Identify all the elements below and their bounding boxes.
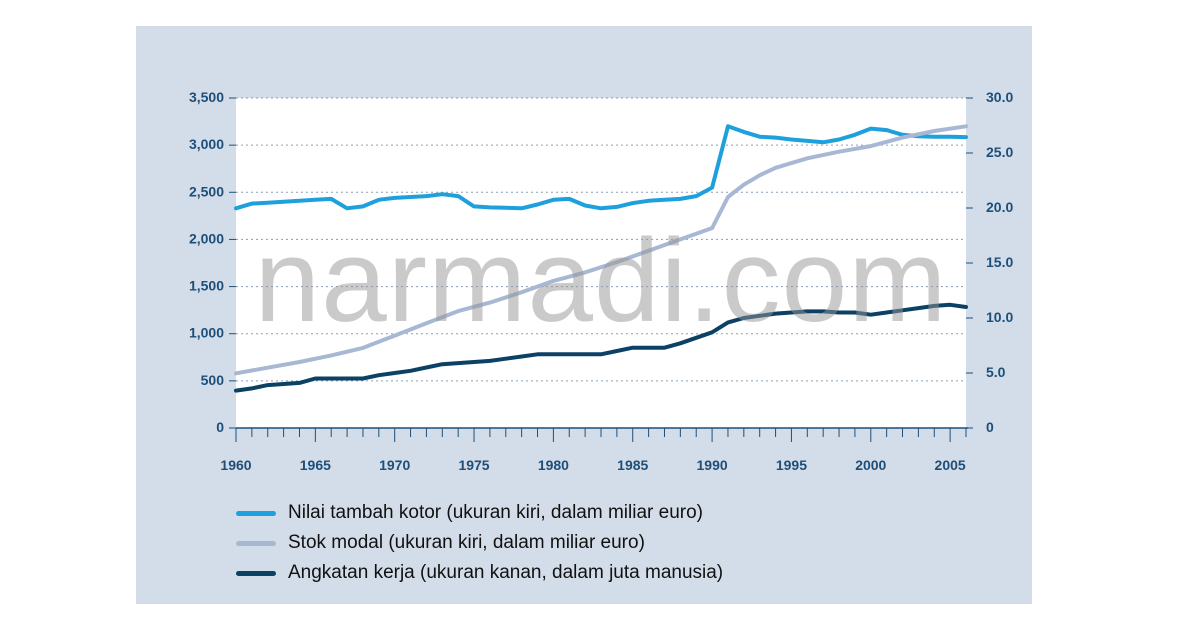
- left-axis-ticks: 0 500 1,000 1,500 2,000 2,500 3,000 3,500: [189, 89, 236, 435]
- left-tick-label: 500: [201, 372, 225, 388]
- x-tick-label: 1960: [220, 457, 251, 473]
- series-lines: [234, 124, 968, 393]
- x-tick-label: 1985: [617, 457, 648, 473]
- plot-area: [236, 98, 966, 428]
- right-axis-ticks: 0 5.0 10.0 15.0 20.0 25.0 30.0: [966, 89, 1013, 435]
- right-tick-label: 25.0: [986, 144, 1013, 160]
- legend-item-capital-stock: Stok modal (ukuran kiri, dalam miliar eu…: [236, 528, 723, 558]
- x-tick-label: 1990: [697, 457, 728, 473]
- legend-item-gross-value-added: Nilai tambah kotor (ukuran kiri, dalam m…: [236, 498, 723, 528]
- right-tick-label: 10.0: [986, 309, 1013, 325]
- legend-label-capital-stock: Stok modal (ukuran kiri, dalam miliar eu…: [288, 532, 645, 553]
- series-line-labor-force: [234, 302, 968, 393]
- gridlines: [236, 97, 966, 382]
- x-tick-label: 1965: [300, 457, 331, 473]
- right-tick-label: 5.0: [986, 364, 1006, 380]
- series-line-gross-value-added: [234, 124, 968, 211]
- left-tick-label: 2,000: [189, 230, 224, 246]
- x-tick-label: 1995: [776, 457, 807, 473]
- legend-swatch-gross-value-added: [236, 510, 276, 516]
- x-tick-label: 2005: [935, 457, 966, 473]
- legend-label-labor-force: Angkatan kerja (ukuran kanan, dalam juta…: [288, 562, 724, 583]
- x-tick-label: 1970: [379, 457, 410, 473]
- series-line-capital-stock: [234, 124, 968, 376]
- left-tick-label: 1,000: [189, 325, 224, 341]
- x-tick-label: 1980: [538, 457, 569, 473]
- left-tick-label: 0: [216, 419, 224, 435]
- legend-swatch-capital-stock: [236, 540, 276, 546]
- right-tick-label: 15.0: [986, 254, 1013, 270]
- right-tick-label: 0: [986, 419, 994, 435]
- left-tick-label: 2,500: [189, 183, 224, 199]
- x-axis: 1960 1965 1970 1975 1980 1985 1990 1995 2000 2005: [220, 427, 968, 473]
- x-tick-label: 2000: [855, 457, 886, 473]
- legend-item-labor-force: Angkatan kerja (ukuran kanan, dalam juta…: [236, 558, 723, 588]
- legend-swatch-labor-force: [236, 570, 276, 576]
- right-tick-label: 30.0: [986, 89, 1013, 105]
- x-tick-label: 1975: [458, 457, 489, 473]
- legend: Nilai tambah kotor (ukuran kiri, dalam m…: [236, 498, 723, 588]
- left-tick-label: 1,500: [189, 278, 224, 294]
- legend-label-gross-value-added: Nilai tambah kotor (ukuran kiri, dalam m…: [288, 502, 703, 523]
- right-tick-label: 20.0: [986, 199, 1013, 215]
- left-tick-label: 3,500: [189, 89, 224, 105]
- left-tick-label: 3,000: [189, 136, 224, 152]
